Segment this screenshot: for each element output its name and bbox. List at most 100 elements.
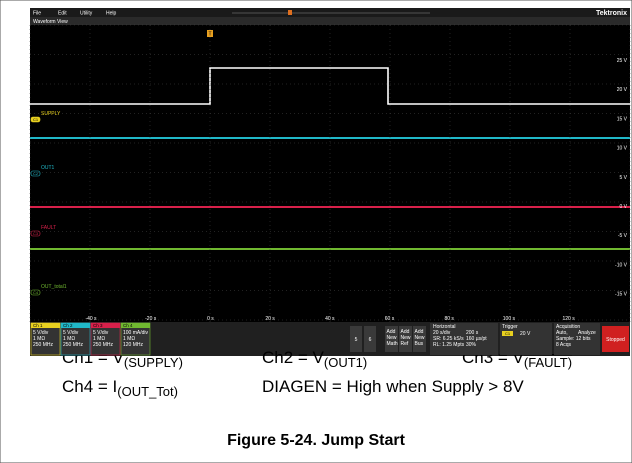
trigger-box	[500, 323, 552, 355]
x-label: 100 s	[503, 316, 516, 322]
channel-box	[90, 322, 121, 356]
channel-head	[61, 323, 90, 328]
add-button-label: Bus	[415, 341, 424, 347]
figure-caption: Figure 5-24. Jump Start	[227, 432, 405, 449]
acquisition-setting: 8 Acqs	[556, 342, 572, 348]
trigger-source: C1	[505, 331, 511, 336]
channel-setting: 1 MΩ	[33, 336, 45, 342]
channel-label: SUPPLY	[41, 111, 61, 117]
caption: Ch2 = V(OUT1)	[262, 348, 367, 370]
channel-marker-text: C4	[33, 290, 39, 295]
trigger-marker: T	[208, 32, 211, 38]
channel-label: OUT1	[41, 165, 55, 171]
channel-setting: 1 MΩ	[123, 336, 135, 342]
caption-sub: (FAULT)	[524, 355, 572, 370]
trigger-level: 20 V	[520, 331, 531, 337]
acquisition-box	[554, 323, 600, 355]
menu-item: Edit	[58, 11, 67, 17]
menu-item: Utility	[80, 11, 93, 17]
channel-marker	[30, 116, 41, 123]
add-button-label: New	[401, 335, 411, 341]
horizontal-title: Horizontal	[433, 324, 456, 330]
x-label: 120 s	[562, 316, 575, 322]
view-bar	[30, 17, 630, 25]
add-button-label: New	[415, 335, 425, 341]
button-label: 6	[369, 337, 372, 343]
channel-box	[120, 322, 151, 356]
button-label: 5	[355, 337, 358, 343]
menu-bar	[30, 8, 630, 17]
channel-setting: 250 MHz	[93, 342, 114, 348]
acquisition-setting: Sample: 12 bits	[556, 336, 591, 342]
add-button-label: Add	[415, 329, 424, 335]
y-label: -10 V	[615, 262, 628, 268]
horizontal-setting: 20 s/div	[433, 330, 451, 336]
x-label: 40 s	[325, 316, 335, 322]
channel-setting: 5 V/div	[33, 330, 49, 336]
y-label: 25 V	[617, 58, 628, 64]
acquisition-setting: Analyze	[578, 330, 596, 336]
channel-head	[31, 323, 60, 328]
channel-name: Ch 1	[33, 323, 43, 328]
acquisition-setting: Auto,	[556, 330, 568, 336]
channel-name: Ch 2	[63, 323, 73, 328]
y-label: -15 V	[615, 292, 628, 298]
caption-sub: (SUPPLY)	[124, 355, 183, 370]
horizontal-setting: 200 s	[466, 330, 479, 336]
caption-text: Ch4 = I	[62, 377, 117, 396]
channel-marker	[30, 170, 41, 177]
channel-label: FAULT	[41, 225, 56, 231]
channel-marker	[30, 289, 41, 296]
add-button-label: Ref	[401, 341, 409, 347]
menu-item: File	[33, 11, 41, 17]
button	[364, 326, 376, 352]
add-button-label: New	[387, 335, 397, 341]
horizontal-setting: RL: 1.25 Mpts	[433, 342, 465, 348]
channel-head	[91, 323, 120, 328]
add-button	[399, 326, 412, 352]
x-label: -40 s	[85, 316, 97, 322]
caption-text: DIAGEN = High when Supply > 8V	[262, 377, 524, 396]
y-label: 20 V	[617, 87, 628, 93]
y-label: 10 V	[617, 146, 628, 152]
caption-sub: (OUT1)	[324, 355, 367, 370]
horizontal-setting: 30%	[466, 342, 477, 348]
channel-box	[30, 322, 61, 356]
x-label: -20 s	[145, 316, 157, 322]
y-label: 15 V	[617, 116, 628, 122]
button	[350, 326, 362, 352]
horizontal-box	[430, 323, 498, 355]
view-title: Waveform View	[33, 19, 68, 25]
x-label: 80 s	[444, 316, 454, 322]
channel-label: OUT_total1	[41, 284, 67, 290]
channel-name: Ch 4	[123, 323, 133, 328]
caption: Ch4 = I(OUT_Tot)	[62, 377, 178, 399]
status-label: Stopped	[606, 337, 625, 343]
channel-box	[60, 322, 91, 356]
caption-sub: (OUT_Tot)	[117, 384, 178, 399]
channel-setting: 5 V/div	[93, 330, 109, 336]
brand: Tektronix	[596, 10, 627, 17]
channel-setting: 120 MHz	[123, 342, 144, 348]
caption-text: Ch2 = V	[262, 348, 325, 367]
channel-marker-text: C3	[33, 231, 39, 236]
status-button[interactable]	[602, 326, 629, 352]
x-label: 20 s	[265, 316, 275, 322]
horizontal-setting: SR: 6.25 kS/s	[433, 336, 464, 342]
add-button-label: Math	[387, 341, 398, 347]
add-button-label: Add	[401, 329, 410, 335]
channel-marker-text: C2	[33, 171, 39, 176]
channel-setting: 1 MΩ	[93, 336, 105, 342]
y-label: 0 V	[619, 204, 627, 210]
menu-item: Help	[106, 11, 117, 17]
channel-marker	[30, 230, 41, 237]
channel-setting: 1 MΩ	[63, 336, 75, 342]
caption: DIAGEN = High when Supply > 8V	[262, 377, 524, 396]
x-label: 0 s	[207, 316, 214, 322]
channel-setting: 5 V/div	[63, 330, 79, 336]
channel-setting: 250 MHz	[63, 342, 84, 348]
trigger-title: Trigger	[502, 324, 518, 330]
y-label: 5 V	[619, 175, 627, 181]
add-button	[413, 326, 426, 352]
